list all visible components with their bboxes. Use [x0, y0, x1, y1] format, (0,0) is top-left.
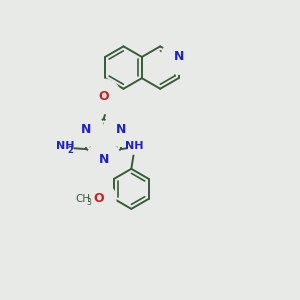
Circle shape: [86, 79, 121, 114]
Text: NH: NH: [125, 141, 143, 151]
Circle shape: [104, 112, 138, 146]
Text: O: O: [98, 90, 109, 103]
Text: 2: 2: [67, 146, 73, 155]
Circle shape: [57, 140, 74, 156]
Text: NH: NH: [56, 141, 74, 151]
Circle shape: [161, 40, 196, 74]
Circle shape: [75, 190, 92, 207]
Circle shape: [81, 182, 116, 216]
Text: O: O: [93, 192, 104, 206]
Circle shape: [69, 112, 103, 146]
Text: N: N: [81, 123, 92, 136]
Text: N: N: [98, 153, 109, 166]
Text: CH: CH: [75, 194, 90, 204]
Text: N: N: [116, 123, 126, 136]
Circle shape: [128, 141, 141, 154]
Text: N: N: [173, 50, 184, 64]
Circle shape: [86, 142, 121, 176]
Text: 3: 3: [86, 198, 91, 207]
